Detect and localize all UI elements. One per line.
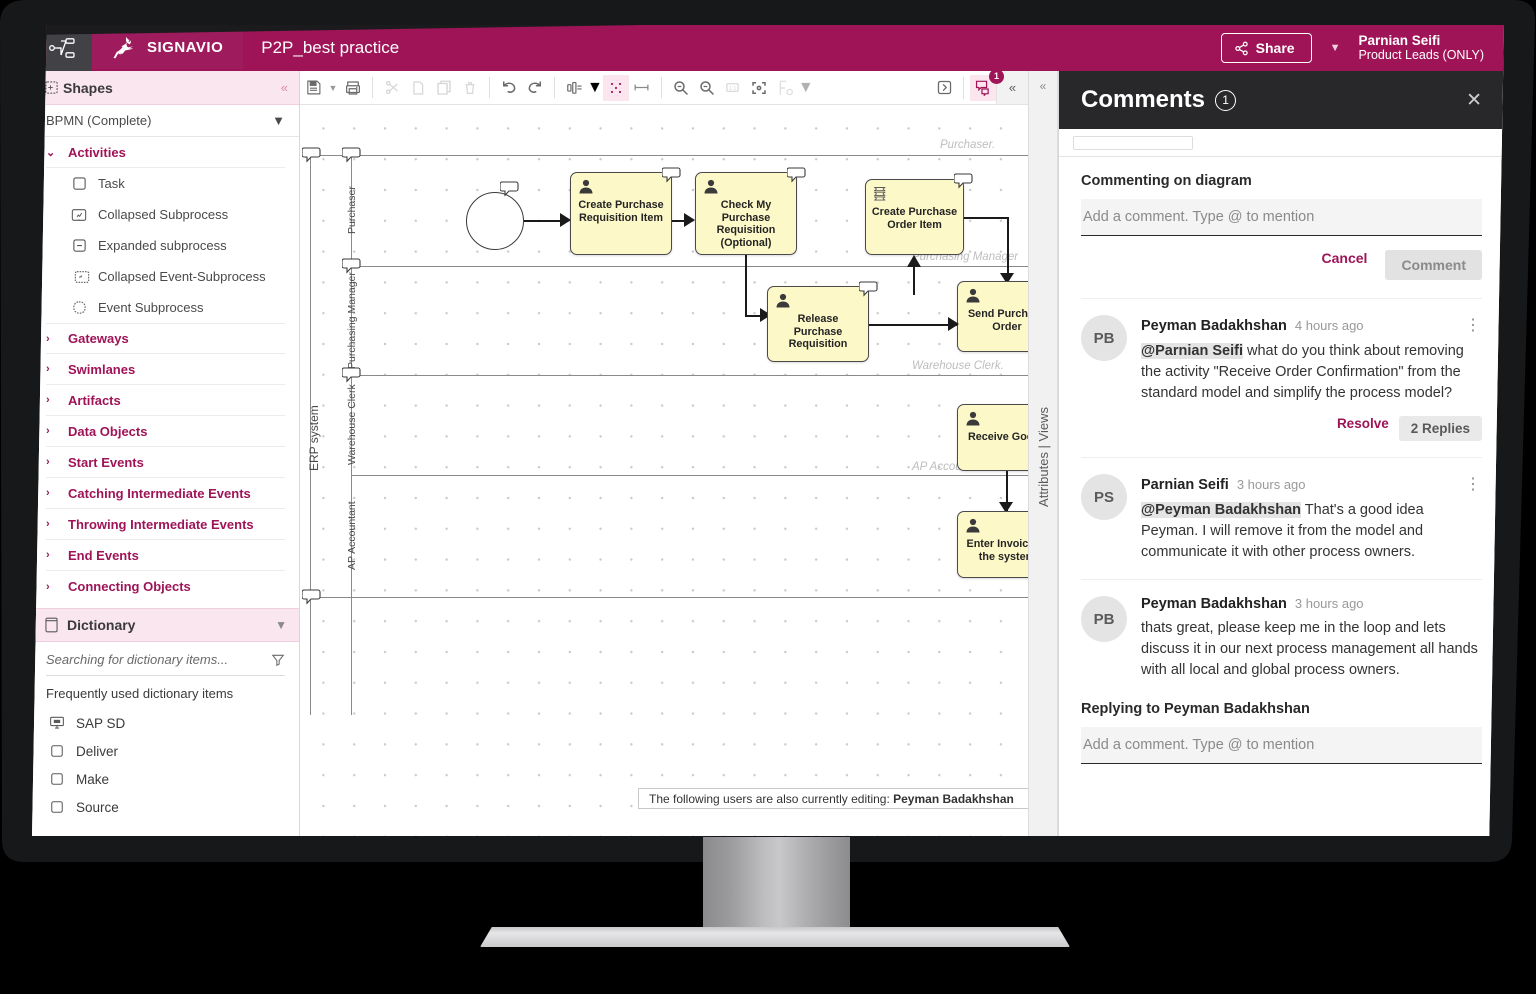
- svg-text:1:1: 1:1: [729, 86, 737, 92]
